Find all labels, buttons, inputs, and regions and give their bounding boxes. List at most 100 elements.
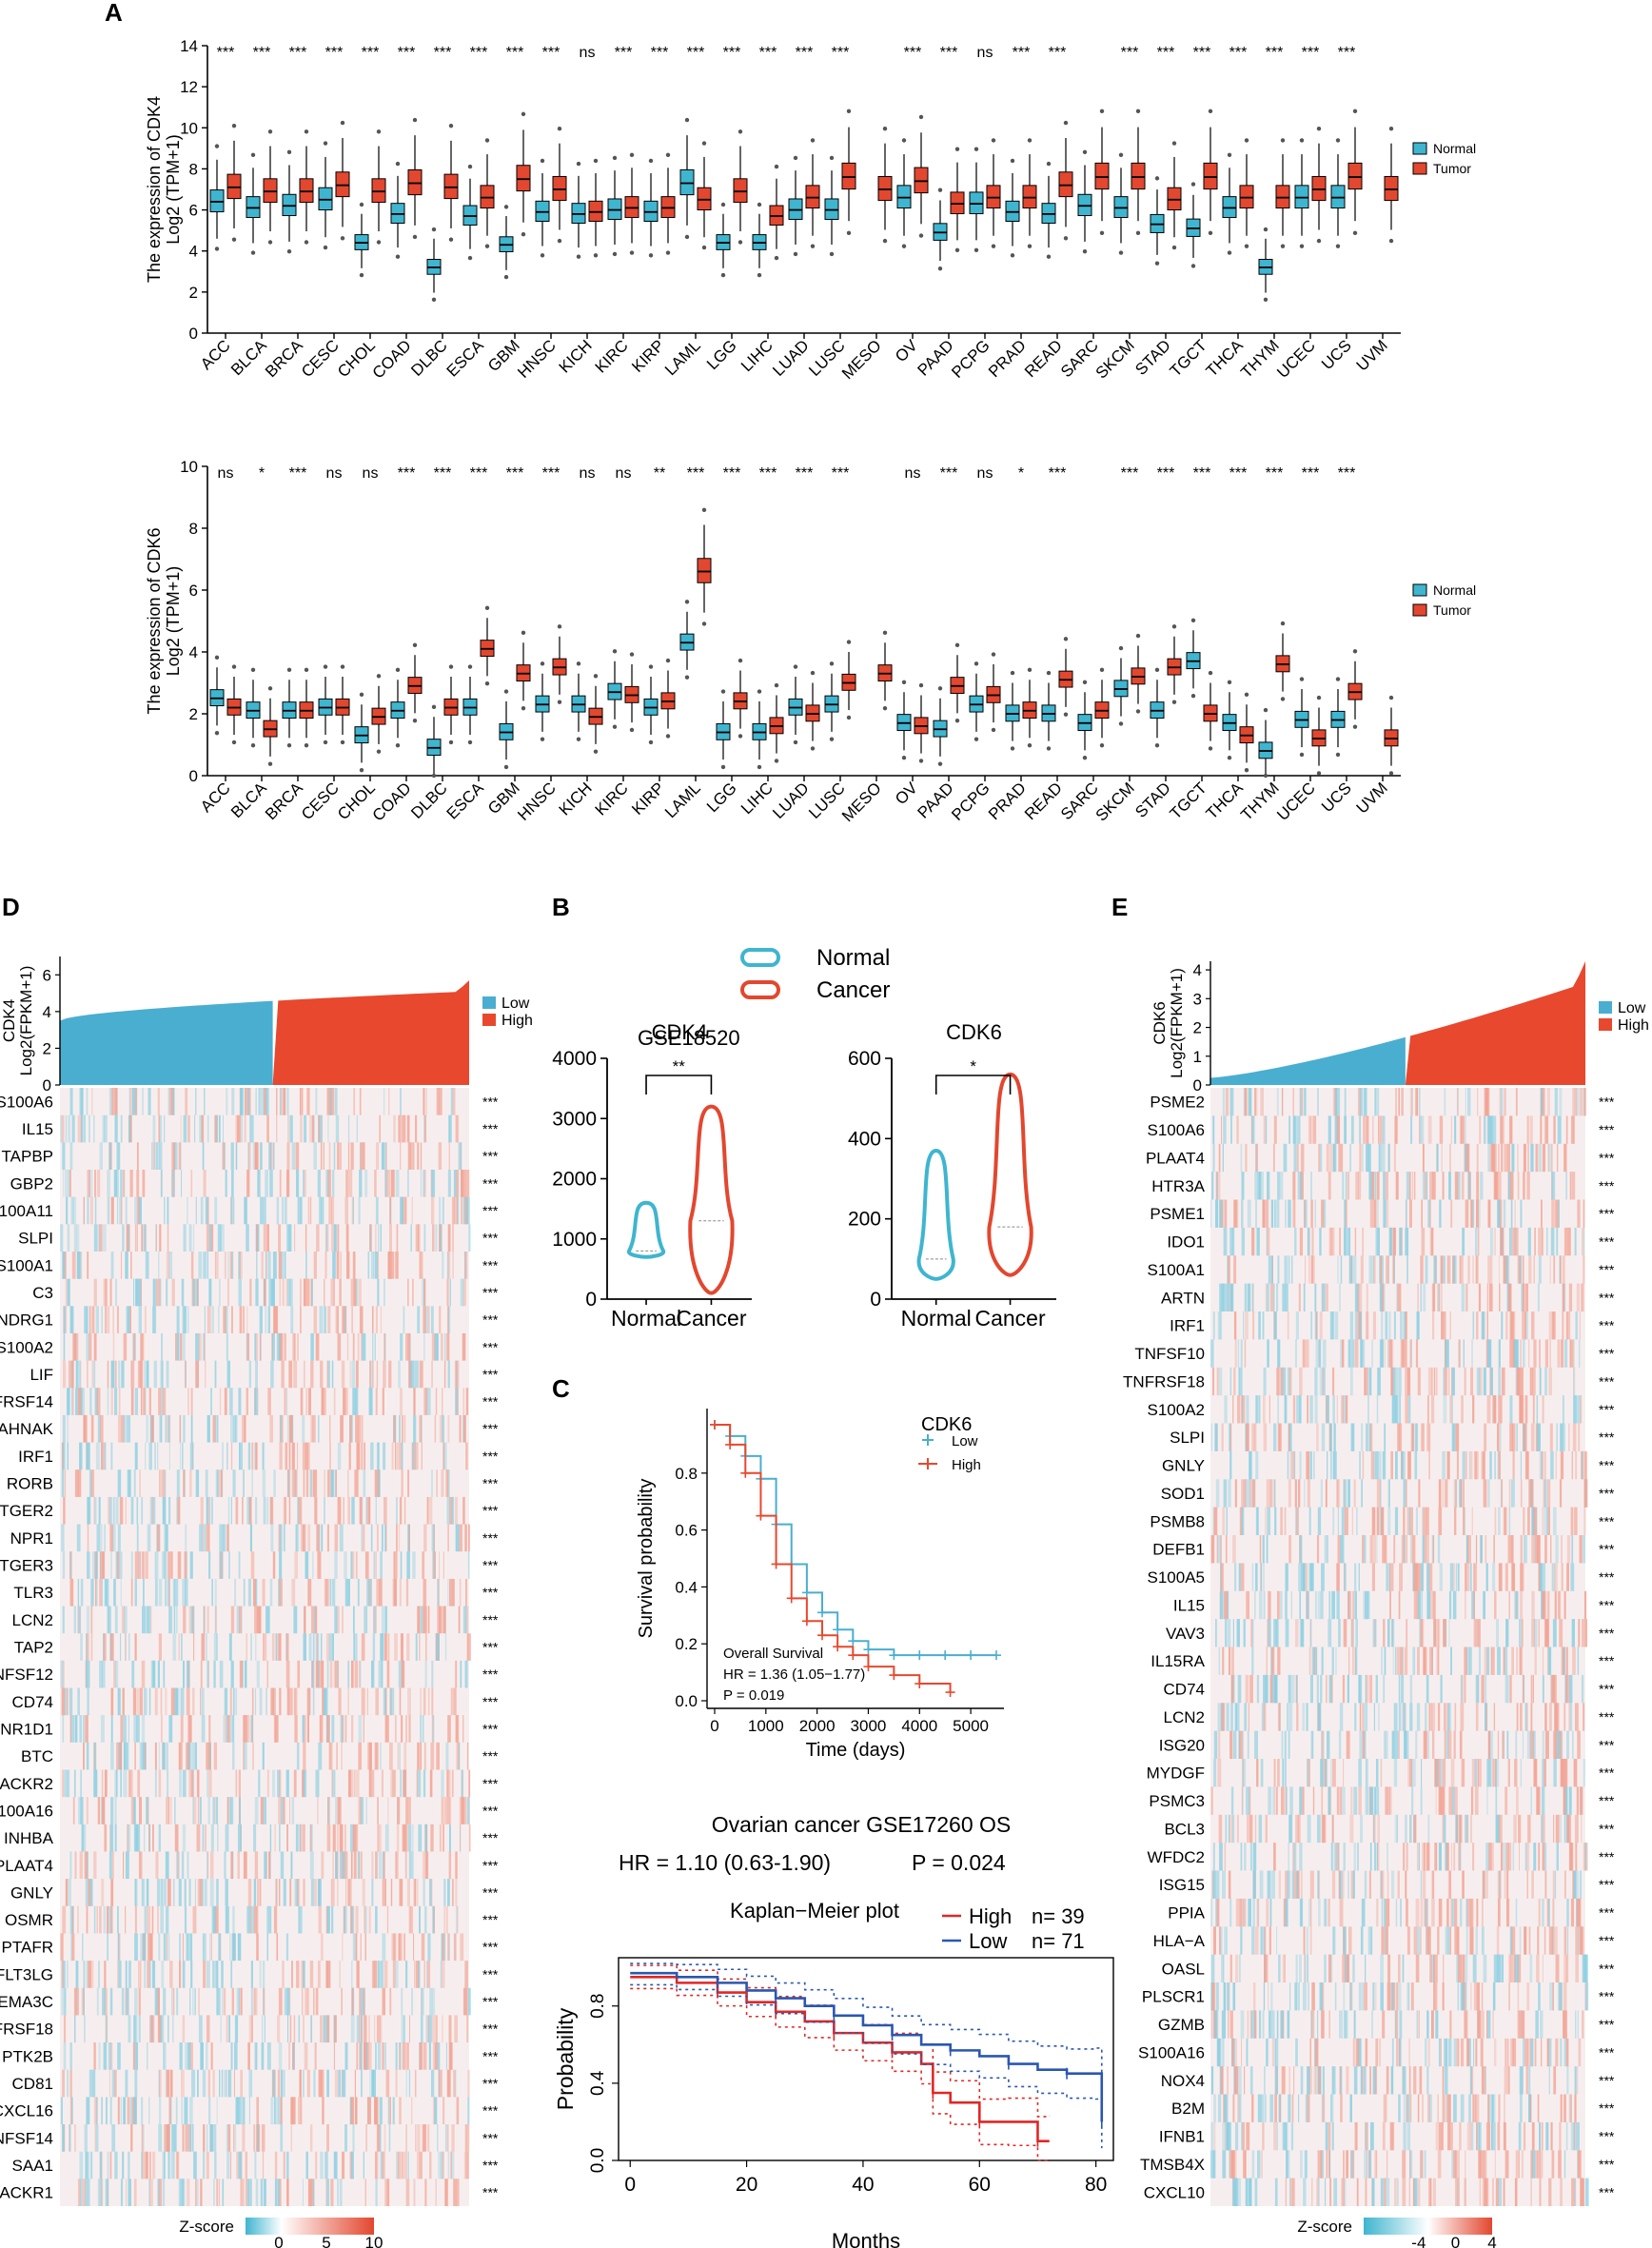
heatmap-cell: [341, 1987, 343, 2016]
heatmap-cell: [323, 2015, 325, 2043]
heatmap-cell: [338, 1332, 342, 1361]
heatmap-cell: [87, 1496, 89, 1525]
heatmap-cell: [246, 2151, 247, 2179]
heatmap-cell: [206, 2151, 209, 2179]
heatmap-cell: [353, 1769, 356, 1798]
heatmap-cell: [1406, 1367, 1411, 1396]
heatmap-cell: [1461, 1283, 1465, 1311]
heatmap-cell: [426, 1496, 429, 1525]
heatmap-cell: [246, 1224, 249, 1252]
y-tick-label: 2: [1193, 1019, 1202, 1037]
heatmap-cell: [167, 2015, 169, 2043]
heatmap-cell: [278, 2179, 282, 2206]
x-tick-label: BRCA: [262, 779, 306, 823]
heatmap-cell: [432, 1987, 436, 2016]
heatmap-cell: [334, 1769, 336, 1798]
heatmap-cell: [1273, 1115, 1277, 1144]
heatmap-cell: [97, 1414, 101, 1443]
heatmap-cell: [447, 1769, 451, 1798]
heatmap-cell: [1400, 1339, 1403, 1368]
heatmap-cell: [399, 1742, 401, 1770]
heatmap-cell: [88, 2069, 92, 2098]
heatmap-cell: [1534, 1227, 1536, 1256]
heatmap-cell: [120, 1633, 122, 1661]
heatmap-cell: [419, 1414, 423, 1443]
heatmap-cell: [358, 1715, 363, 1743]
heatmap-cell: [79, 1088, 83, 1115]
heatmap-cell: [359, 1851, 361, 1880]
heatmap-cell: [298, 2097, 302, 2125]
heatmap-cell: [267, 1388, 271, 1415]
heatmap-cell: [268, 1252, 270, 1279]
heatmap-cell: [1559, 1479, 1563, 1508]
heatmap-cell: [447, 1224, 451, 1252]
heatmap-cell: [451, 2124, 455, 2152]
heatmap-cell: [170, 2151, 174, 2179]
heatmap-cell: [206, 1769, 208, 1798]
heatmap-cell: [198, 1769, 200, 1798]
heatmap-cell: [1509, 1395, 1513, 1424]
heatmap-cell: [253, 1824, 257, 1852]
heatmap-cell: [147, 1961, 150, 1988]
heatmap-cell: [120, 1252, 123, 1279]
heatmap-cell: [1315, 1339, 1319, 1368]
heatmap-cell: [109, 1851, 112, 1880]
heatmap-cell: [401, 1987, 403, 2016]
heatmap-cell: [465, 1442, 468, 1470]
heatmap-cell: [1524, 1423, 1527, 1451]
heatmap-cell: [242, 1496, 244, 1525]
heatmap-cell: [377, 1469, 381, 1497]
heatmap-cell: [351, 2151, 354, 2179]
heatmap-cell: [406, 1114, 410, 1143]
tumor-outlier: [1027, 742, 1032, 748]
heatmap-cell: [1495, 1172, 1498, 1200]
heatmap-cell: [110, 1797, 114, 1824]
heatmap-cell: [93, 1360, 96, 1389]
heatmap-cell: [203, 2124, 206, 2152]
heatmap-cell: [344, 1551, 347, 1579]
heatmap-cell: [289, 1879, 292, 1906]
gene-label: SLPI: [1170, 1429, 1205, 1447]
heatmap-cell: [232, 1414, 237, 1443]
heatmap-cell: [1549, 1339, 1551, 1368]
heatmap-cell: [396, 1496, 398, 1525]
heatmap-cell: [158, 2179, 162, 2206]
heatmap-cell: [224, 1252, 226, 1279]
heatmap-cell: [148, 2179, 150, 2206]
heatmap-cell: [203, 2151, 206, 2179]
heatmap-cell: [119, 1196, 122, 1225]
heatmap-cell: [396, 1442, 399, 1470]
heatmap-cell: [140, 1332, 144, 1361]
heatmap-cell: [110, 1196, 114, 1225]
heatmap-cell: [460, 1824, 462, 1852]
heatmap-cell: [1462, 1450, 1465, 1480]
heatmap-cell: [1574, 1395, 1577, 1424]
heatmap-cell: [254, 1388, 257, 1415]
heatmap-cell: [82, 1987, 85, 2016]
heatmap-cell: [75, 1360, 78, 1389]
heatmap-cell: [462, 1606, 467, 1634]
heatmap-cell: [395, 1252, 398, 1279]
heatmap-cell: [359, 1987, 362, 2016]
heatmap-cell: [338, 1797, 342, 1824]
significance-label: ***: [217, 45, 235, 61]
heatmap-cell: [251, 1469, 253, 1497]
heatmap-cell: [343, 1388, 346, 1415]
heatmap-cell: [157, 1442, 159, 1470]
x-tick-label: PAAD: [914, 779, 957, 821]
heatmap-cell: [167, 1769, 169, 1798]
heatmap-cell: [401, 2015, 403, 2043]
heatmap-cell: [1544, 1115, 1546, 1144]
heatmap-cell: [1263, 1395, 1266, 1424]
heatmap-cell: [223, 1987, 226, 2016]
heatmap-cell: [119, 1742, 121, 1770]
heatmap-cell: [1355, 1172, 1359, 1200]
heatmap-cell: [237, 1824, 242, 1852]
tumor-outlier: [991, 244, 996, 248]
x-tick-label: THYM: [1237, 336, 1282, 381]
heatmap-cell: [86, 1797, 88, 1824]
heatmap-cell: [390, 1687, 392, 1716]
heatmap-cell: [1376, 1227, 1379, 1256]
heatmap-cell: [62, 2124, 65, 2152]
gene-label: LIF: [30, 1366, 53, 1384]
